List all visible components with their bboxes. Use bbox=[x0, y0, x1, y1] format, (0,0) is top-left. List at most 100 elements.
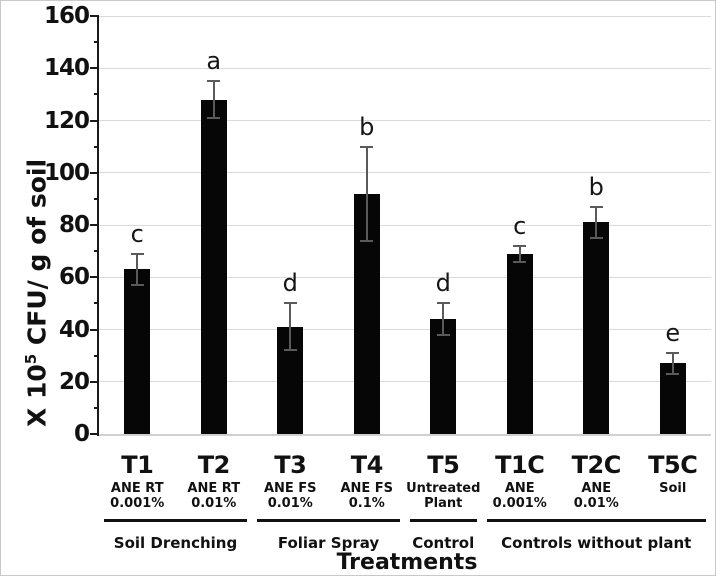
bar-t1 bbox=[124, 269, 151, 434]
group-line bbox=[257, 519, 400, 522]
significance-letter: d bbox=[282, 269, 298, 298]
y-tick-minor bbox=[94, 197, 99, 200]
category-label: T4 bbox=[350, 451, 384, 479]
category-sublabel: 0.01% bbox=[267, 496, 313, 511]
error-bar-cap-bottom bbox=[436, 333, 450, 336]
error-bar-cap-top bbox=[436, 302, 450, 305]
error-bar-line bbox=[518, 245, 521, 262]
x-axis-line bbox=[99, 434, 711, 436]
gridline bbox=[99, 329, 711, 330]
y-tick-label: 40 bbox=[58, 316, 90, 343]
y-tick-major bbox=[90, 119, 99, 122]
bar-t5c bbox=[659, 363, 686, 434]
bar-t1c bbox=[506, 253, 533, 434]
y-axis-title-superscript: 5 bbox=[22, 353, 40, 365]
error-bar-cap-top bbox=[283, 302, 297, 305]
error-bar-line bbox=[136, 253, 139, 286]
group-label: Foliar Spray bbox=[277, 534, 380, 552]
significance-letter: c bbox=[130, 219, 144, 248]
error-bar-cap-bottom bbox=[589, 237, 603, 240]
y-tick-label: 120 bbox=[43, 107, 90, 134]
significance-letter: b bbox=[588, 172, 604, 201]
category-sublabel: Untreated bbox=[406, 481, 481, 496]
error-bar-cap-top bbox=[589, 205, 603, 208]
error-bar-cap-bottom bbox=[360, 239, 374, 242]
y-tick-minor bbox=[94, 354, 99, 357]
error-bar-cap-top bbox=[130, 252, 144, 255]
y-tick-major bbox=[90, 380, 99, 383]
gridline bbox=[99, 381, 711, 383]
group-line bbox=[410, 519, 477, 522]
category-label: T2C bbox=[571, 451, 622, 479]
error-bar-cap-bottom bbox=[666, 372, 680, 375]
y-tick-major bbox=[90, 224, 99, 226]
error-bar-cap-bottom bbox=[207, 116, 221, 119]
y-tick-minor bbox=[94, 406, 99, 409]
gridline bbox=[99, 120, 711, 121]
gridline bbox=[99, 15, 711, 17]
significance-letter: d bbox=[435, 269, 451, 298]
error-bar-line bbox=[671, 353, 674, 374]
category-label: T1 bbox=[121, 451, 154, 479]
error-bar-line bbox=[595, 206, 598, 239]
y-axis-line bbox=[97, 16, 99, 436]
y-tick-major bbox=[90, 67, 99, 70]
gridline bbox=[99, 172, 711, 174]
y-tick-label: 160 bbox=[43, 3, 90, 29]
group-line bbox=[104, 519, 247, 522]
group-label: Soil Drenching bbox=[113, 534, 238, 552]
y-tick-minor bbox=[94, 302, 99, 305]
gridline bbox=[99, 224, 711, 226]
error-bar-line bbox=[289, 303, 292, 351]
gridline bbox=[99, 67, 711, 69]
significance-letter: b bbox=[359, 112, 375, 141]
group-label: Controls without plant bbox=[501, 534, 692, 552]
category-label: T2 bbox=[197, 451, 231, 479]
y-tick-minor bbox=[94, 93, 99, 96]
y-tick-minor bbox=[94, 250, 99, 253]
y-tick-label: 140 bbox=[43, 55, 90, 82]
error-bar-cap-top bbox=[360, 145, 374, 148]
category-sublabel: 0.1% bbox=[348, 496, 385, 511]
category-sublabel: ANE FS bbox=[340, 481, 394, 496]
y-tick-label: 60 bbox=[58, 264, 90, 291]
y-tick-major bbox=[90, 15, 99, 17]
category-label: T1C bbox=[495, 451, 545, 479]
bar-t2c bbox=[583, 222, 610, 434]
category-sublabel: 0.001% bbox=[110, 496, 165, 511]
y-tick-minor bbox=[94, 41, 99, 44]
y-tick-label: 0 bbox=[73, 421, 90, 447]
category-sublabel: ANE RT bbox=[187, 481, 241, 496]
error-bar-line bbox=[442, 303, 445, 335]
category-sublabel: ANE bbox=[581, 481, 612, 496]
y-tick-minor bbox=[94, 145, 99, 148]
category-label: T3 bbox=[274, 451, 307, 479]
bar-t2 bbox=[200, 99, 227, 434]
y-tick-major bbox=[90, 433, 99, 435]
category-label: T5C bbox=[648, 451, 698, 479]
category-sublabel: ANE bbox=[504, 481, 535, 496]
error-bar-cap-bottom bbox=[513, 260, 527, 263]
group-label: Control bbox=[412, 534, 475, 552]
y-tick-major bbox=[90, 171, 99, 174]
error-bar-cap-top bbox=[513, 244, 527, 247]
y-tick-major bbox=[90, 328, 99, 331]
group-line bbox=[486, 519, 706, 522]
category-sublabel: Soil bbox=[659, 481, 687, 496]
significance-letter: a bbox=[206, 47, 222, 76]
error-bar-cap-bottom bbox=[283, 349, 297, 352]
error-bar-cap-bottom bbox=[130, 284, 144, 287]
category-sublabel: 0.001% bbox=[492, 496, 547, 511]
error-bar-cap-top bbox=[666, 352, 680, 354]
category-sublabel: 0.01% bbox=[191, 496, 237, 511]
category-sublabel: 0.01% bbox=[573, 496, 619, 511]
significance-letter: e bbox=[665, 319, 681, 347]
error-bar-cap-top bbox=[207, 80, 221, 83]
category-sublabel: ANE RT bbox=[110, 481, 164, 496]
bar-t5 bbox=[430, 319, 457, 434]
category-label: T5 bbox=[427, 451, 460, 479]
significance-letter: c bbox=[513, 211, 527, 240]
category-sublabel: Plant bbox=[424, 496, 463, 511]
x-axis-title: Treatments bbox=[336, 550, 478, 575]
